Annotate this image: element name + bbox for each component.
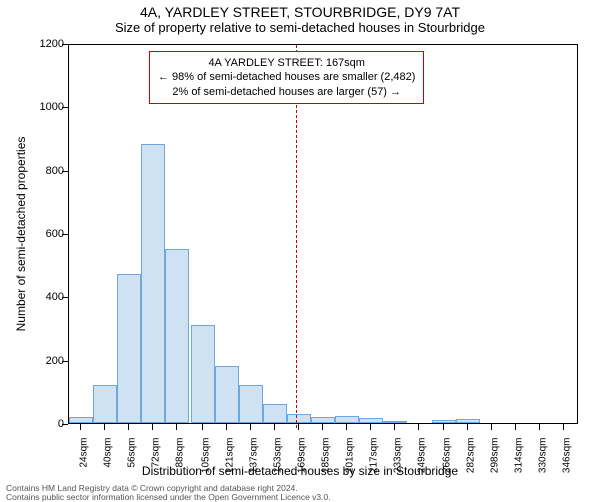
x-tick-mark <box>152 424 153 430</box>
callout-box: 4A YARDLEY STREET: 167sqm ← 98% of semi-… <box>149 51 424 104</box>
histogram-bar <box>335 416 359 423</box>
histogram-bar <box>191 325 215 423</box>
histogram-bar <box>359 418 383 423</box>
histogram-bar <box>69 417 93 423</box>
x-tick-mark <box>515 424 516 430</box>
footer: Contains HM Land Registry data © Crown c… <box>6 484 331 501</box>
x-tick-mark <box>176 424 177 430</box>
histogram-bar <box>93 385 117 423</box>
y-tick-label: 600 <box>46 228 64 240</box>
x-tick-mark <box>491 424 492 430</box>
x-tick-mark <box>467 424 468 430</box>
histogram-bar <box>239 385 263 423</box>
y-tick-label: 400 <box>46 291 64 303</box>
x-tick-mark <box>80 424 81 430</box>
histogram-bar <box>263 404 287 423</box>
x-tick-mark <box>322 424 323 430</box>
histogram-bar <box>141 144 165 423</box>
histogram-bar <box>287 414 311 424</box>
x-axis-label: Distribution of semi-detached houses by … <box>0 464 600 478</box>
y-tick-label: 0 <box>58 418 64 430</box>
x-tick-label: 72sqm <box>151 438 162 468</box>
x-tick-label: 40sqm <box>103 438 114 468</box>
x-tick-mark <box>418 424 419 430</box>
x-tick-mark <box>128 424 129 430</box>
x-tick-mark <box>443 424 444 430</box>
histogram-bar <box>165 249 189 423</box>
plot-area: 4A YARDLEY STREET: 167sqm ← 98% of semi-… <box>68 44 578 424</box>
y-tick-label: 200 <box>46 355 64 367</box>
title-line-1: 4A, YARDLEY STREET, STOURBRIDGE, DY9 7AT <box>0 0 600 20</box>
histogram-bar <box>117 274 141 423</box>
x-tick-mark <box>250 424 251 430</box>
x-tick-label: 56sqm <box>127 438 138 468</box>
callout-line-1: 4A YARDLEY STREET: 167sqm <box>158 56 415 70</box>
histogram-bar <box>383 421 407 423</box>
x-tick-mark <box>346 424 347 430</box>
x-tick-label: 88sqm <box>175 438 186 468</box>
callout-line-3: 2% of semi-detached houses are larger (5… <box>158 85 415 99</box>
y-tick-label: 1000 <box>40 101 64 113</box>
y-axis-label: Number of semi-detached properties <box>14 137 28 332</box>
x-tick-mark <box>539 424 540 430</box>
x-tick-mark <box>370 424 371 430</box>
histogram-bar <box>456 419 480 423</box>
title-line-2: Size of property relative to semi-detach… <box>0 20 600 35</box>
x-tick-mark <box>394 424 395 430</box>
x-tick-mark <box>202 424 203 430</box>
y-tick-label: 800 <box>46 165 64 177</box>
y-tick-label: 1200 <box>40 38 64 50</box>
callout-line-2: ← 98% of semi-detached houses are smalle… <box>158 70 415 84</box>
histogram-chart: 4A YARDLEY STREET: 167sqm ← 98% of semi-… <box>68 44 578 424</box>
x-tick-label: 24sqm <box>79 438 90 468</box>
x-tick-mark <box>104 424 105 430</box>
histogram-bar <box>215 366 239 423</box>
x-tick-mark <box>226 424 227 430</box>
x-tick-mark <box>563 424 564 430</box>
histogram-bar <box>311 417 335 423</box>
x-tick-mark <box>298 424 299 430</box>
x-tick-mark <box>274 424 275 430</box>
histogram-bar <box>432 420 456 423</box>
